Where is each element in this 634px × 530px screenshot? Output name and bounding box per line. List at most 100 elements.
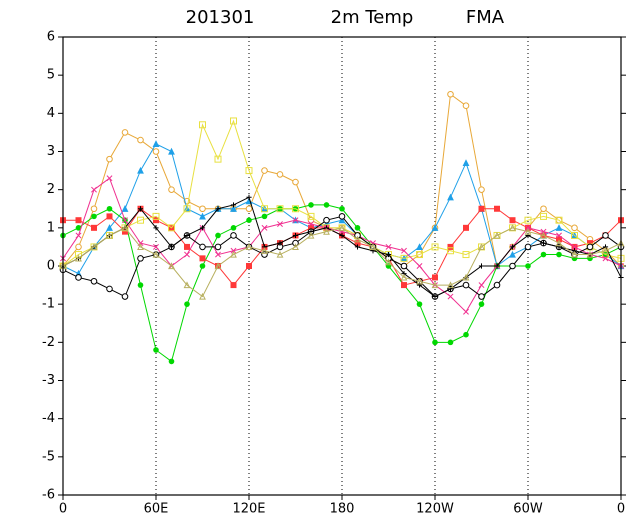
y-tick-label: -4 <box>42 411 55 426</box>
marker <box>447 281 454 289</box>
marker <box>106 213 113 220</box>
marker <box>152 140 160 147</box>
marker-shape <box>462 251 470 259</box>
marker-shape <box>137 206 144 212</box>
marker <box>462 273 470 281</box>
marker <box>385 243 392 250</box>
marker <box>75 225 82 231</box>
marker-shape <box>540 205 547 213</box>
marker-shape <box>338 213 346 220</box>
marker <box>478 205 485 212</box>
marker-shape <box>152 250 160 258</box>
marker <box>525 232 531 239</box>
marker <box>478 282 485 289</box>
marker-shape <box>447 243 454 250</box>
marker-shape <box>184 232 190 239</box>
marker-shape <box>121 129 129 136</box>
marker <box>416 301 423 307</box>
marker-shape <box>524 243 532 251</box>
marker-shape <box>447 90 454 98</box>
marker <box>137 166 144 174</box>
marker <box>308 224 314 231</box>
marker-shape <box>556 236 562 243</box>
marker-shape <box>463 224 469 231</box>
marker <box>571 231 578 239</box>
marker-shape <box>525 224 531 231</box>
marker <box>276 171 284 178</box>
marker-shape <box>339 205 345 212</box>
marker <box>323 224 330 232</box>
marker-shape <box>106 175 113 182</box>
marker-shape <box>137 216 144 224</box>
marker <box>246 263 252 269</box>
marker-shape <box>509 217 516 224</box>
marker-shape <box>447 281 454 289</box>
marker <box>168 358 175 365</box>
marker-shape <box>121 224 129 231</box>
marker <box>153 217 159 224</box>
marker-shape <box>214 243 222 251</box>
marker <box>323 227 330 235</box>
marker <box>75 274 82 281</box>
marker-shape <box>478 205 485 212</box>
marker <box>261 213 268 220</box>
marker-shape <box>307 231 315 239</box>
marker-shape <box>478 293 485 300</box>
marker-shape <box>478 263 485 269</box>
marker <box>308 221 314 227</box>
marker <box>509 262 516 270</box>
marker-shape <box>90 205 98 213</box>
marker <box>416 251 423 259</box>
marker-shape <box>432 293 438 300</box>
marker <box>354 225 361 231</box>
marker <box>307 231 315 239</box>
marker-shape <box>137 166 144 174</box>
marker <box>245 167 253 175</box>
marker-shape <box>525 263 531 269</box>
marker <box>75 217 82 224</box>
marker <box>199 255 206 262</box>
marker-shape <box>339 232 345 239</box>
marker <box>463 308 469 315</box>
marker-shape <box>199 212 206 220</box>
marker <box>292 239 299 247</box>
marker-shape <box>431 224 439 231</box>
marker <box>106 175 113 182</box>
marker <box>230 282 237 289</box>
marker <box>199 225 206 231</box>
marker-shape <box>370 248 376 254</box>
marker-shape <box>540 231 547 239</box>
marker-shape <box>245 243 253 251</box>
marker <box>199 243 206 251</box>
marker-shape <box>478 282 485 289</box>
marker <box>230 202 237 208</box>
marker <box>75 254 82 262</box>
marker <box>121 205 129 212</box>
marker <box>121 224 129 231</box>
marker-shape <box>416 282 423 288</box>
marker <box>478 263 485 269</box>
marker <box>354 235 361 243</box>
marker-shape <box>91 224 97 231</box>
marker <box>214 243 222 251</box>
x-tick-label: 120W <box>416 502 454 517</box>
marker-shape <box>106 213 113 220</box>
marker-shape <box>183 205 191 213</box>
marker-shape <box>416 301 423 307</box>
marker <box>153 243 159 250</box>
marker <box>122 217 128 224</box>
marker-shape <box>152 212 160 220</box>
marker <box>215 206 221 212</box>
marker <box>106 155 113 163</box>
marker <box>183 205 191 213</box>
marker <box>106 231 113 239</box>
marker <box>199 212 206 220</box>
marker <box>447 90 454 98</box>
marker <box>230 225 237 231</box>
marker-shape <box>602 247 609 254</box>
marker <box>540 205 547 213</box>
plot-frame <box>62 36 622 496</box>
title-season: FMA <box>466 7 505 28</box>
marker <box>416 277 423 285</box>
